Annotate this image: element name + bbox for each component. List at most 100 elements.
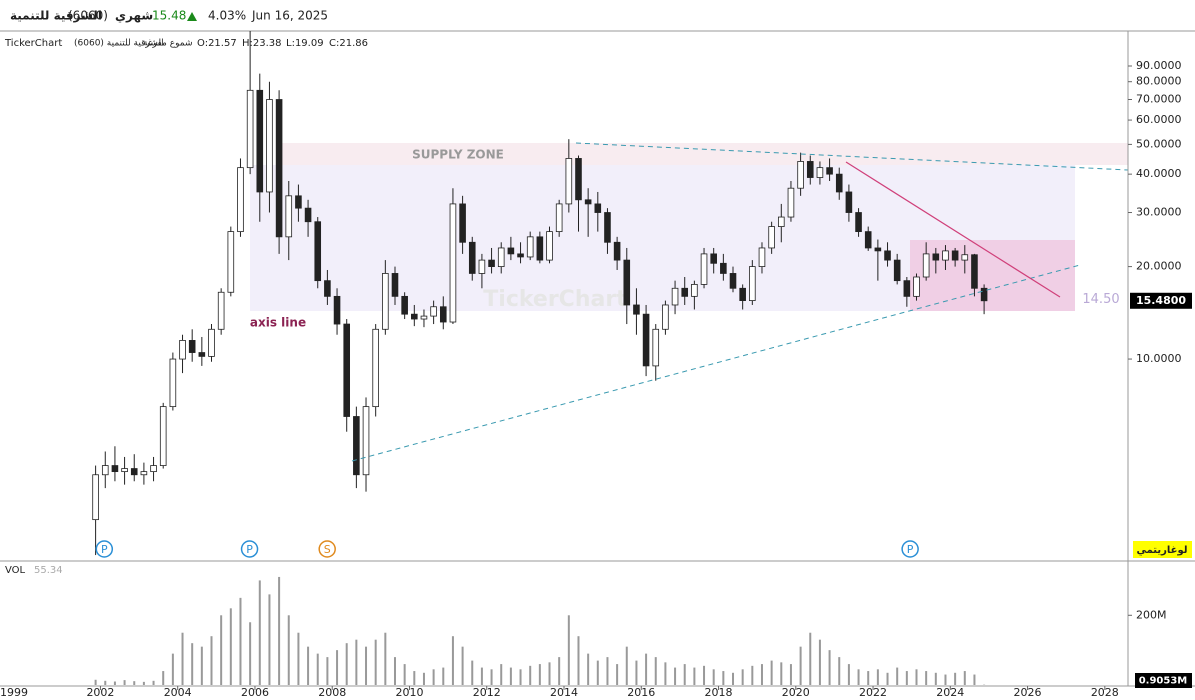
- volume-bar: [538, 664, 541, 685]
- volume-bar: [973, 674, 976, 685]
- scale-button-label[interactable]: لوغاريتمي: [1136, 545, 1187, 556]
- volume-bar: [596, 660, 599, 685]
- candle-body: [777, 216, 785, 227]
- volume-bar: [345, 643, 348, 685]
- candle-body: [652, 328, 660, 367]
- candle-body: [304, 207, 312, 223]
- candle-body: [633, 304, 640, 315]
- volume-bar: [944, 674, 947, 685]
- candle-body: [594, 203, 602, 213]
- volume-bar: [519, 669, 522, 685]
- candle-body: [806, 161, 814, 178]
- candle-body: [662, 304, 669, 330]
- volume-bar: [674, 667, 677, 685]
- volume-bar: [442, 667, 445, 685]
- candle-body: [169, 358, 177, 408]
- event-marker: [240, 540, 259, 558]
- volume-bar: [809, 632, 812, 685]
- x-tick-label: 1999: [0, 686, 28, 699]
- candle-body: [111, 465, 119, 473]
- candle-body: [430, 306, 437, 317]
- candle-body: [256, 89, 264, 193]
- y-tick-label: 80.0000: [1136, 75, 1182, 88]
- volume-bar: [249, 622, 252, 685]
- volume-last-label: 0.9053M: [1139, 676, 1188, 687]
- consolidation-zone: [910, 240, 1075, 311]
- candle-body: [333, 295, 341, 325]
- candle-body: [826, 167, 833, 175]
- candle-body: [565, 158, 573, 205]
- volume-bar: [847, 664, 850, 685]
- info-open: O:21.57: [197, 38, 237, 49]
- candle-body: [324, 280, 331, 297]
- candle-body: [768, 226, 775, 249]
- volume-bar: [828, 650, 831, 685]
- candle-body: [420, 315, 428, 320]
- x-tick-label: 2022: [859, 686, 887, 699]
- candle-body: [121, 468, 128, 473]
- level-label: 14.50: [1082, 292, 1119, 307]
- resistance-trendline: [575, 142, 1129, 171]
- candle-body: [575, 158, 582, 201]
- info-low: L:19.09: [286, 38, 324, 49]
- volume-bar: [915, 669, 918, 685]
- info-style: شموع مفرغة: [143, 39, 193, 49]
- candle-body: [401, 295, 408, 315]
- volume-bar: [365, 646, 368, 685]
- last-price-label: 15.4800: [1136, 294, 1186, 307]
- y-tick-label: 20.0000: [1136, 260, 1182, 273]
- volume-tick-label: 200M: [1136, 608, 1167, 621]
- volume-bar: [876, 669, 879, 685]
- change: 4.03%: [208, 9, 246, 23]
- scale-button[interactable]: [1133, 541, 1192, 558]
- candle-body: [671, 287, 679, 306]
- candle-body: [353, 416, 360, 476]
- candle-body: [623, 259, 631, 306]
- volume-bar: [374, 639, 377, 685]
- volume-title: VOL: [5, 565, 26, 576]
- candle-body: [237, 167, 244, 233]
- volume-bar: [548, 662, 551, 685]
- event-label: P: [907, 543, 914, 556]
- x-tick-label: 2014: [550, 686, 578, 699]
- x-tick-label: 2012: [473, 686, 501, 699]
- volume-bar: [287, 615, 290, 685]
- candle-body: [787, 187, 795, 218]
- volume-bar: [384, 632, 387, 685]
- volume-bar: [171, 653, 174, 685]
- candle-body: [700, 253, 708, 285]
- candle-body: [411, 313, 418, 320]
- volume-bar: [490, 669, 493, 685]
- candle-body: [835, 173, 843, 193]
- info-high: H:23.38: [242, 38, 282, 49]
- volume-bar: [152, 680, 155, 685]
- candle-body: [681, 287, 689, 297]
- candle-body: [372, 328, 379, 408]
- volume-bar: [461, 646, 464, 685]
- candle-body: [884, 250, 891, 261]
- volume-bar: [480, 667, 483, 685]
- last-price-box: [1130, 292, 1192, 309]
- candle-body: [932, 253, 940, 261]
- volume-bar: [297, 632, 300, 685]
- volume-bar: [693, 667, 696, 685]
- x-tick-label: 2018: [705, 686, 733, 699]
- volume-bar: [239, 597, 242, 685]
- volume-bar: [162, 671, 165, 685]
- volume-bar: [220, 615, 223, 685]
- candle-body: [295, 195, 302, 209]
- volume-bar: [113, 681, 116, 685]
- candle-body: [913, 276, 920, 297]
- volume-bar: [307, 646, 310, 685]
- volume-bar: [316, 653, 319, 685]
- candle-body: [92, 474, 99, 521]
- y-tick-label: 90.0000: [1136, 59, 1182, 72]
- volume-bar: [500, 664, 503, 685]
- candle-body: [816, 167, 824, 178]
- y-tick-label: 30.0000: [1136, 206, 1182, 219]
- candle-body: [488, 259, 495, 268]
- volume-bar: [616, 664, 619, 685]
- stock-code: (6060): [68, 9, 108, 23]
- candle-body: [739, 287, 746, 301]
- y-tick-label: 10.0000: [1136, 352, 1182, 365]
